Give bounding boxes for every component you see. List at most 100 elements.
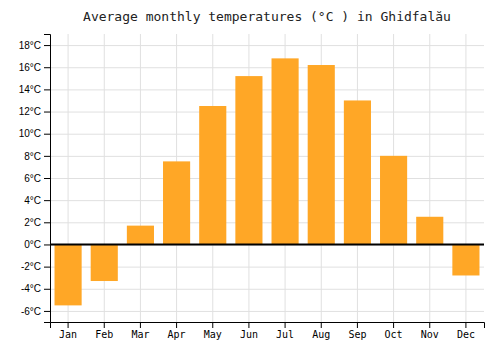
x-axis-line [51,323,485,329]
bar [127,226,154,245]
grid-line [50,89,484,90]
x-tick-label: Oct [385,329,403,340]
chart: -6°C-4°C-2°C0°C2°C4°C6°C8°C10°C12°C14°C1… [0,0,500,350]
x-axis: Jan Feb Mar Apr May Jun Jul Aug Sep Oct Nov Dec [51,322,485,340]
y-tick: 2°C [24,217,50,228]
y-axis-line [44,35,51,323]
y-tick-mark [44,156,50,157]
grid-line [50,289,484,290]
y-tick-mark [44,311,50,312]
x-tick: Apr [168,322,186,340]
y-tick: 12°C [19,106,50,117]
bar [272,58,299,244]
x-tick: Oct [385,322,403,340]
bar [452,244,479,275]
x-tick: May [204,322,222,340]
grid-line [50,178,484,179]
y-tick-mark [44,89,50,90]
x-tick-mark [248,322,249,328]
bar [55,244,82,305]
x-tick-label: Jul [276,329,294,340]
y-tick-label: 2°C [24,217,41,228]
grid-tick [429,34,430,322]
y-tick: 16°C [19,62,50,73]
x-tick-mark [465,322,466,328]
grid-x [68,34,466,322]
grid-tick [50,45,484,46]
y-tick-mark [44,200,50,201]
bar [163,161,190,244]
bar [380,156,407,245]
bar [308,65,335,244]
grid-tick [50,112,484,113]
baseline [50,243,484,245]
x-tick-mark [104,322,105,328]
marks [50,58,484,305]
x-tick: Aug [312,322,330,340]
grid-tick [465,34,466,322]
grid-line [50,134,484,135]
bar [235,76,262,244]
y-tick: -2°C [21,261,50,272]
x-tick: Jan [59,322,77,340]
plot: -6°C-4°C-2°C0°C2°C4°C6°C8°C10°C12°C14°C1… [19,34,485,340]
y-tick: 6°C [24,173,50,184]
y-tick-mark [44,134,50,135]
y-tick-label: -6°C [21,306,41,317]
grid-tick [50,178,484,179]
x-tick: Dec [457,322,475,340]
y-tick: 10°C [19,128,50,139]
grid-line [50,67,484,68]
x-tick-mark [176,322,177,328]
y-tick-mark [44,67,50,68]
y-tick-mark [44,244,50,245]
x-tick-label: May [204,329,222,340]
y-tick-label: 4°C [24,195,41,206]
grid-line [140,34,141,322]
x-tick-label: Feb [95,329,113,340]
grid-tick [50,134,484,135]
y-tick-label: -2°C [21,261,41,272]
x-tick-label: Dec [457,329,475,340]
x-tick-mark [393,322,394,328]
y-tick-label: -4°C [21,283,41,294]
x-tick: Sep [348,322,366,340]
x-tick-label: Aug [312,329,330,340]
y-tick-mark [44,267,50,268]
x-tick-mark [68,322,69,328]
y-tick: 14°C [19,84,50,95]
grid-tick [50,89,484,90]
y-tick-label: 8°C [24,151,41,162]
y-tick-label: 6°C [24,173,41,184]
x-tick: Nov [421,322,439,340]
x-tick-label: Mar [131,329,149,340]
y-tick: 8°C [24,151,50,162]
grid-line [50,311,484,312]
bar [344,100,371,244]
x-tick-label: Jun [240,329,258,340]
x-tick-mark [357,322,358,328]
y-tick-mark [44,222,50,223]
y-tick: 4°C [24,195,50,206]
x-tick: Mar [131,322,149,340]
x-tick-mark [140,322,141,328]
bar [199,106,226,244]
grid-tick [50,244,484,245]
y-tick: -4°C [21,283,50,294]
grid-line [465,34,466,322]
y-tick: 18°C [19,40,50,51]
bar [416,217,443,245]
x-tick-label: Jan [59,329,77,340]
x-tick: Feb [95,322,113,340]
grid-tick [50,67,484,68]
y-tick-label: 18°C [19,40,41,51]
grid-y [50,46,484,312]
y-tick-mark [44,112,50,113]
x-tick-mark [212,322,213,328]
grid-tick [140,34,141,322]
y-axis: -6°C-4°C-2°C0°C2°C4°C6°C8°C10°C12°C14°C1… [19,35,51,323]
grid-tick [50,311,484,312]
x-tick: Jun [240,322,258,340]
x-tick-label: Apr [168,329,186,340]
y-tick-label: 12°C [19,106,41,117]
